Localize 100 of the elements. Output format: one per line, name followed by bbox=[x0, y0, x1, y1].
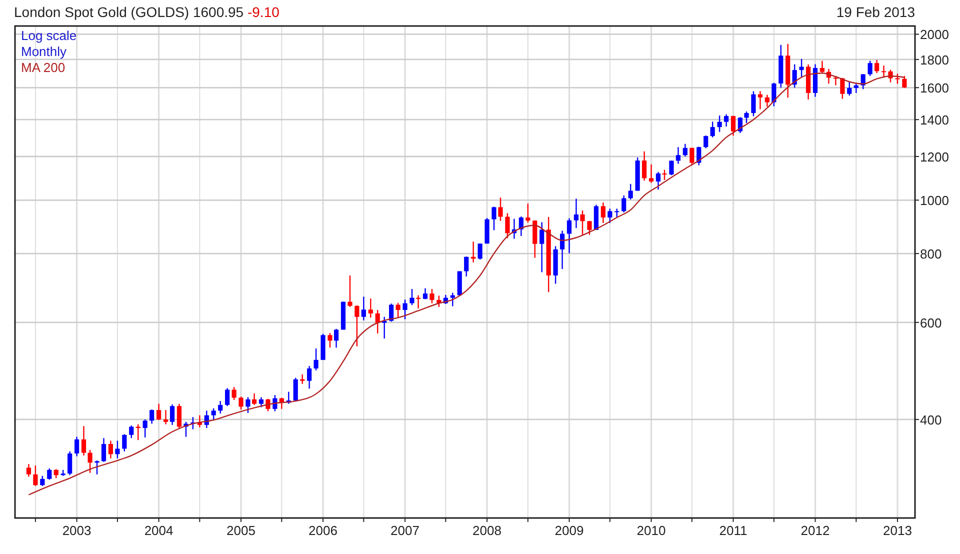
annotation: Monthly bbox=[21, 44, 68, 59]
y-tick-label: 600 bbox=[920, 315, 942, 330]
candlestick bbox=[115, 440, 120, 459]
candlestick bbox=[252, 392, 257, 406]
candlestick bbox=[656, 171, 661, 190]
candlestick bbox=[764, 94, 770, 108]
candlestick bbox=[101, 438, 106, 462]
candlestick bbox=[40, 475, 45, 487]
candlestick bbox=[74, 436, 80, 457]
candlestick bbox=[33, 464, 38, 487]
candlestick bbox=[744, 110, 749, 124]
candlestick bbox=[874, 59, 880, 74]
chart-title: London Spot Gold (GOLDS) 1600.95 bbox=[14, 4, 244, 20]
x-tick-label: 2005 bbox=[226, 523, 256, 538]
candlestick bbox=[176, 403, 182, 430]
candlestick bbox=[122, 434, 127, 452]
candlestick bbox=[81, 426, 86, 456]
candlestick bbox=[532, 220, 538, 258]
candlestick bbox=[676, 146, 681, 164]
y-tick-label: 1400 bbox=[920, 112, 949, 128]
candlestick bbox=[704, 134, 708, 149]
candlestick bbox=[334, 328, 339, 348]
candlestick bbox=[361, 296, 366, 322]
candlestick bbox=[696, 146, 702, 166]
candlestick bbox=[410, 288, 414, 306]
candlestick bbox=[54, 468, 58, 479]
candlestick bbox=[348, 274, 352, 308]
x-tick-label: 2003 bbox=[62, 523, 92, 538]
candlestick bbox=[608, 208, 612, 224]
candlestick bbox=[300, 374, 305, 385]
candlestick bbox=[820, 60, 825, 74]
candlestick bbox=[314, 348, 318, 371]
candlestick bbox=[238, 396, 244, 410]
candlestick bbox=[156, 403, 162, 421]
candlestick bbox=[847, 81, 852, 96]
candlestick bbox=[68, 450, 72, 476]
candlestick bbox=[307, 365, 312, 390]
candlestick bbox=[258, 396, 264, 408]
candlestick bbox=[163, 409, 168, 425]
candlestick bbox=[47, 468, 52, 480]
x-tick-label: 2006 bbox=[308, 523, 338, 538]
annotation: Log scale bbox=[21, 28, 77, 43]
candlestick bbox=[868, 60, 872, 77]
x-tick-label: 2012 bbox=[800, 523, 830, 538]
text: MA 200 bbox=[21, 60, 66, 75]
candlestick bbox=[724, 114, 729, 128]
candlestick bbox=[682, 143, 688, 158]
candlestick bbox=[662, 169, 667, 181]
x-tick-label: 2011 bbox=[719, 523, 748, 538]
candlestick bbox=[142, 418, 148, 438]
candlestick bbox=[492, 206, 496, 231]
candlestick bbox=[354, 304, 360, 347]
candlestick bbox=[396, 302, 400, 318]
candlestick bbox=[136, 424, 140, 441]
candlestick bbox=[690, 147, 694, 166]
candlestick bbox=[758, 90, 763, 110]
candlestick bbox=[150, 408, 154, 424]
text: 19 Feb 2013 bbox=[836, 4, 916, 20]
candlestick bbox=[566, 218, 572, 254]
candlestick bbox=[246, 396, 250, 414]
x-tick-label: 2008 bbox=[472, 523, 502, 538]
candlestick bbox=[293, 377, 298, 402]
chart-subtitle: -9.10 bbox=[244, 4, 280, 20]
candlestick bbox=[450, 292, 455, 307]
candlestick bbox=[799, 58, 804, 78]
candlestick bbox=[854, 82, 858, 94]
candlestick bbox=[211, 408, 216, 420]
candlestick bbox=[129, 424, 134, 439]
y-tick-label: 1600 bbox=[920, 80, 949, 96]
candlestick bbox=[642, 150, 647, 182]
candlestick bbox=[772, 82, 776, 107]
candlestick bbox=[108, 440, 114, 459]
candlestick bbox=[266, 398, 270, 412]
candlestick bbox=[881, 64, 886, 78]
candlestick bbox=[498, 196, 503, 222]
candlestick bbox=[594, 204, 599, 231]
candlestick bbox=[574, 198, 579, 229]
candlestick bbox=[540, 222, 544, 273]
candlestick bbox=[170, 404, 175, 426]
y-tick-label: 1800 bbox=[920, 52, 949, 68]
candlestick bbox=[560, 230, 565, 270]
candlestick bbox=[628, 183, 633, 200]
candlestick bbox=[88, 449, 92, 474]
candlestick bbox=[416, 294, 421, 310]
candlestick bbox=[730, 115, 736, 136]
candlestick bbox=[600, 202, 606, 224]
candlestick bbox=[587, 220, 592, 236]
y-tick-label: 1200 bbox=[920, 150, 949, 164]
candlestick bbox=[902, 75, 907, 89]
candlestick bbox=[328, 332, 332, 348]
candlestick bbox=[368, 298, 373, 318]
candlestick bbox=[402, 298, 408, 320]
y-tick-label: 1000 bbox=[920, 193, 949, 208]
candlestick bbox=[478, 242, 482, 260]
candlestick bbox=[751, 90, 756, 117]
candlestick bbox=[218, 400, 223, 414]
candlestick bbox=[464, 256, 469, 278]
candlestick bbox=[669, 160, 674, 176]
candlestick bbox=[225, 387, 230, 407]
x-tick-label: 2009 bbox=[554, 523, 584, 538]
